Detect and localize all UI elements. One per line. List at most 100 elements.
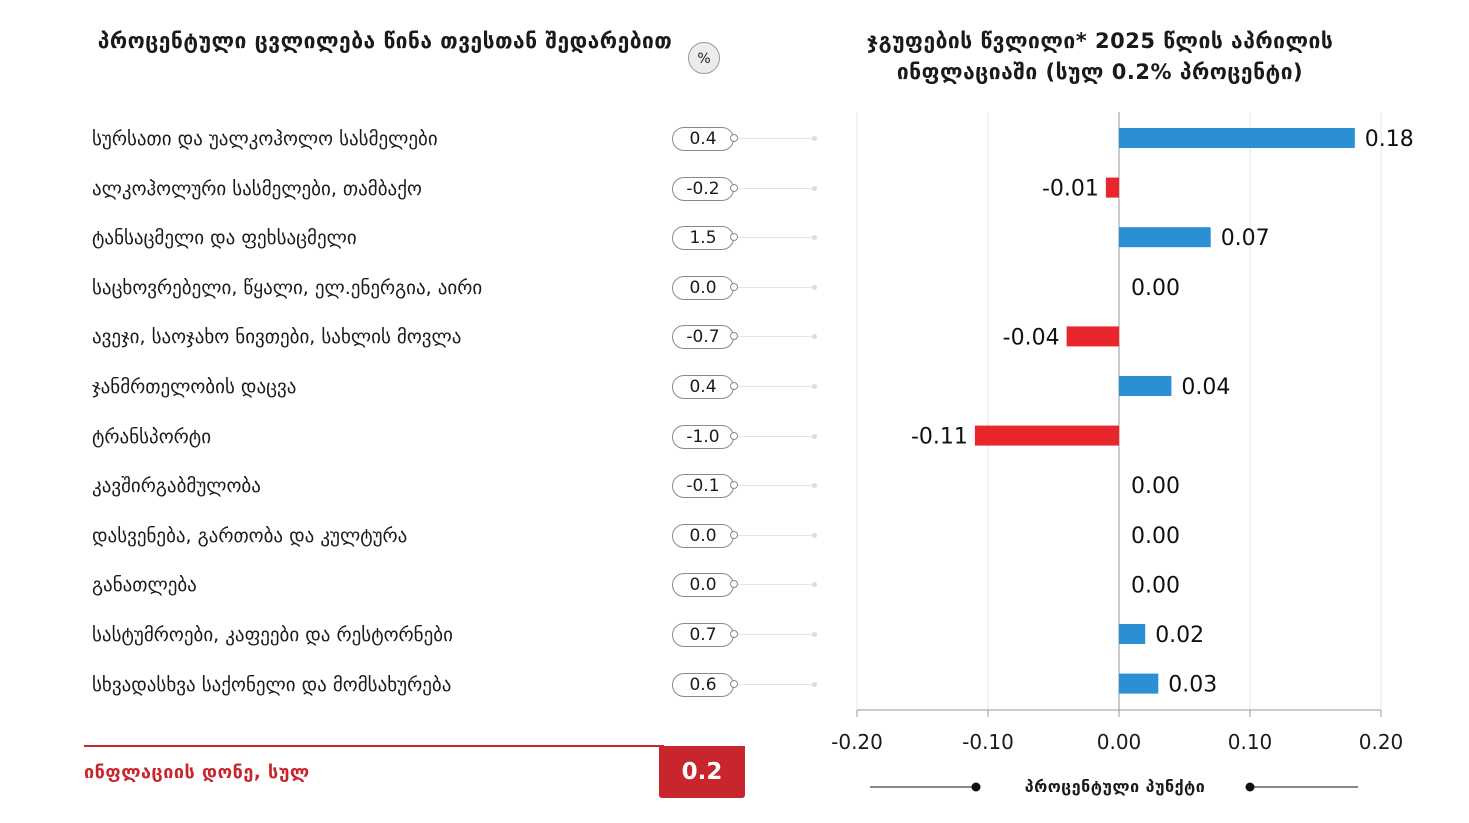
- category-label: ალკოჰოლური სასმელები, თამბაქო: [92, 177, 422, 200]
- row-end-dot: [812, 235, 817, 241]
- row-connector: [735, 584, 815, 586]
- category-label: ავეჯი, საოჯახო ნივთები, სახლის მოვლა: [92, 326, 462, 349]
- category-row: ჯანმრთელობის დაცვა 0.4: [0, 372, 830, 402]
- category-row: კავშირგაბმულობა -0.1: [0, 471, 830, 501]
- pill-knob: [730, 530, 738, 539]
- monthly-change-value: 0.0: [672, 573, 734, 598]
- category-row: საცხოვრებელი, წყალი, ელ.ენერგია, აირი 0.0: [0, 273, 830, 303]
- row-end-dot: [812, 532, 817, 538]
- pill-knob: [730, 233, 738, 242]
- monthly-change-value: -0.2: [672, 176, 734, 201]
- bar: [1066, 326, 1119, 347]
- total-inflation-value: 0.2: [659, 746, 745, 798]
- row-connector: [735, 534, 815, 536]
- pill-knob: [730, 630, 738, 638]
- monthly-change-value: -1.0: [672, 424, 734, 449]
- pill-knob: [730, 580, 738, 589]
- pill-knob: [730, 679, 738, 688]
- monthly-change-value: 0.0: [672, 275, 734, 300]
- row-connector: [735, 138, 815, 139]
- category-row: დასვენება, გართობა და კულტურა 0.0: [0, 521, 830, 551]
- bar-value-label: -0.11: [911, 425, 968, 450]
- monthly-change-value: -0.1: [672, 474, 734, 499]
- left-panel-title: პროცენტული ცვლილება წინა თვესთან შედარებ…: [97, 29, 673, 53]
- category-row: ავეჯი, საოჯახო ნივთები, სახლის მოვლა -0.7: [0, 322, 830, 352]
- category-label: ჯანმრთელობის დაცვა: [92, 376, 297, 398]
- total-inflation-label: ინფლაციის დონე, სულ: [84, 762, 310, 783]
- pill-knob: [730, 431, 738, 440]
- row-end-dot: [812, 334, 817, 340]
- bar-value-label: -0.04: [1003, 325, 1060, 350]
- x-tick-label: 0.00: [1097, 730, 1142, 754]
- bar: [974, 425, 1119, 446]
- pill-knob: [730, 183, 738, 192]
- row-connector: [735, 336, 815, 338]
- pill-knob: [730, 332, 738, 341]
- category-label: ტანსაცმელი და ფეხსაცმელი: [92, 227, 357, 250]
- row-connector: [735, 485, 815, 487]
- monthly-change-value: 0.6: [672, 672, 734, 697]
- category-label: ტრანსპორტი: [92, 425, 212, 448]
- bar-value-label: -0.01: [1042, 177, 1099, 202]
- row-end-dot: [812, 483, 817, 489]
- x-tick-label: 0.10: [1228, 730, 1273, 754]
- bar: [1119, 128, 1355, 148]
- x-axis-label: პროცენტული პუნქტი: [1024, 777, 1206, 796]
- category-row: სურსათი და უალკოჰოლო სასმელები 0.4: [0, 124, 830, 154]
- x-tick-label: -0.20: [831, 730, 883, 754]
- x-tick-label: -0.10: [962, 730, 1014, 754]
- footer-divider: [84, 745, 664, 747]
- category-row: სხვადასხვა საქონელი და მომსახურება 0.6: [0, 670, 830, 700]
- row-end-dot: [812, 681, 817, 687]
- row-connector: [735, 435, 815, 437]
- monthly-change-value: 0.0: [672, 523, 734, 548]
- category-label: დასვენება, გართობა და კულტურა: [92, 524, 408, 547]
- bar-value-label: 0.00: [1131, 474, 1180, 499]
- bar-value-label: 0.03: [1168, 673, 1217, 698]
- pill-knob: [730, 481, 738, 490]
- pill-knob: [730, 282, 738, 291]
- bar: [1119, 673, 1159, 694]
- bar-value-label: 0.02: [1155, 623, 1204, 648]
- row-connector: [735, 634, 815, 635]
- monthly-change-value: 0.4: [672, 375, 734, 399]
- row-connector: [735, 237, 815, 239]
- monthly-change-value: -0.7: [672, 325, 734, 350]
- bar: [1119, 376, 1172, 396]
- row-end-dot: [812, 185, 817, 191]
- bar-value-label: 0.04: [1181, 375, 1230, 400]
- row-connector: [735, 683, 815, 685]
- bar-value-label: 0.00: [1131, 524, 1180, 549]
- category-label: სურსათი და უალკოჰოლო სასმელები: [92, 128, 438, 150]
- x-tick-label: 0.20: [1359, 730, 1404, 754]
- category-row: ტრანსპორტი -1.0: [0, 422, 830, 452]
- monthly-change-value: 0.4: [672, 127, 734, 151]
- bar-value-label: 0.07: [1221, 226, 1270, 251]
- row-connector: [735, 386, 815, 387]
- row-end-dot: [812, 582, 817, 588]
- bar-value-label: 0.18: [1365, 127, 1414, 152]
- row-end-dot: [812, 384, 817, 389]
- category-label: საცხოვრებელი, წყალი, ელ.ენერგია, აირი: [92, 276, 483, 299]
- category-label: კავშირგაბმულობა: [92, 475, 261, 498]
- chart-title: ჯგუფების წვლილი* 2025 წლის აპრილის ინფლა…: [866, 29, 1334, 84]
- row-connector: [735, 286, 815, 288]
- category-label: სასტუმროები, კაფეები და რესტორნები: [92, 624, 453, 646]
- caption-dot-left: [971, 782, 981, 792]
- row-end-dot: [812, 632, 817, 637]
- bar: [1105, 177, 1119, 198]
- category-label: სხვადასხვა საქონელი და მომსახურება: [92, 673, 452, 696]
- category-row: ტანსაცმელი და ფეხსაცმელი 1.5: [0, 223, 830, 253]
- category-label: განათლება: [92, 574, 197, 597]
- bar-value-label: 0.00: [1131, 573, 1180, 598]
- category-row: სასტუმროები, კაფეები და რესტორნები 0.7: [0, 620, 830, 650]
- bar: [1119, 624, 1146, 644]
- row-end-dot: [812, 433, 817, 439]
- category-row: ალკოჰოლური სასმელები, თამბაქო -0.2: [0, 174, 830, 204]
- percent-unit-badge: %: [688, 42, 720, 74]
- bar-value-label: 0.00: [1131, 276, 1180, 301]
- row-connector: [735, 187, 815, 189]
- row-end-dot: [812, 136, 817, 141]
- row-end-dot: [812, 284, 817, 290]
